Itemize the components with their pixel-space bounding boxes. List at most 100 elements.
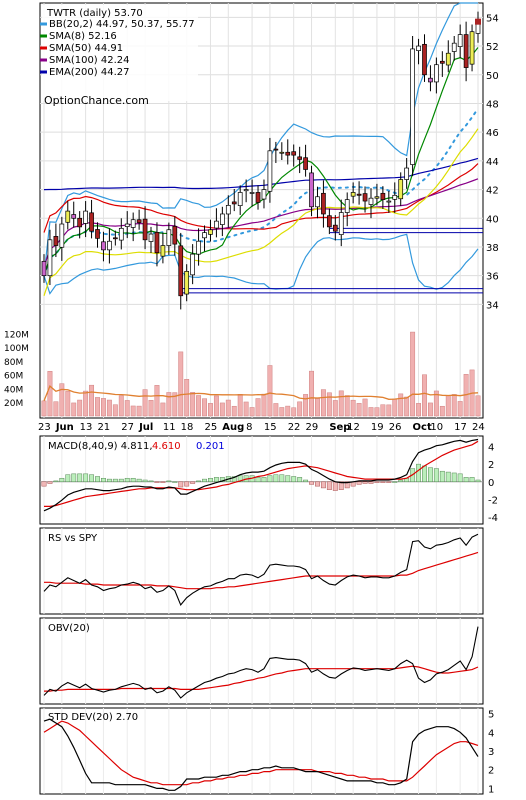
candle-body xyxy=(321,192,326,215)
candle-body xyxy=(285,151,291,156)
volume-bar xyxy=(160,402,166,417)
macd-tick-label: 2 xyxy=(488,460,494,471)
candle-body xyxy=(362,193,368,202)
macd-histogram-bar xyxy=(130,477,136,483)
volume-tick-label: 20M xyxy=(4,399,23,409)
volume-bar xyxy=(297,401,303,417)
candle-body xyxy=(178,245,184,297)
macd-histogram-bar xyxy=(451,472,457,483)
volume-bar xyxy=(344,395,350,417)
candle-body xyxy=(404,167,410,180)
volume-bar xyxy=(190,392,196,417)
volume-bar xyxy=(243,401,249,417)
candle-body xyxy=(208,229,213,235)
candle-body xyxy=(65,210,71,223)
time-tick-label: 15 xyxy=(264,422,277,433)
candle-body xyxy=(392,194,398,200)
macd-histogram-bar xyxy=(398,479,404,483)
volume-bar xyxy=(59,383,65,417)
macd-legend-value2: 0.201 xyxy=(196,441,225,452)
std-tick-label: 1 xyxy=(488,784,494,795)
price-tick-label: 40 xyxy=(486,214,499,225)
volume-bar xyxy=(172,392,178,417)
candle-body xyxy=(225,205,231,215)
candle-body xyxy=(380,192,386,200)
volume-bar xyxy=(410,331,416,417)
std-line xyxy=(43,718,479,791)
volume-bar xyxy=(273,403,279,417)
macd-histogram-bar xyxy=(380,481,386,483)
macd-histogram-bar xyxy=(160,481,166,483)
macd-tick-label: 4 xyxy=(488,443,494,454)
volume-bar xyxy=(320,389,326,417)
candle-body xyxy=(410,48,415,165)
candle-body xyxy=(249,192,255,194)
bb-lower-line xyxy=(43,233,479,295)
volume-bar xyxy=(53,401,59,417)
rs-panel xyxy=(39,527,484,615)
watermark: OptionChance.com xyxy=(44,94,149,107)
macd-histogram-bar xyxy=(101,477,106,483)
macd-histogram-bar xyxy=(445,471,451,483)
macd-histogram-bar xyxy=(178,481,184,488)
macd-histogram-bar xyxy=(374,481,380,483)
macd-histogram-bar xyxy=(422,465,427,483)
legend-label-sma8: SMA(8) 52.16 xyxy=(49,31,117,42)
macd-legend-label: MACD(8,40,9) 4.811, xyxy=(48,441,153,452)
volume-bar xyxy=(95,397,100,417)
candle-body xyxy=(231,201,237,205)
sma8-line xyxy=(43,47,479,276)
candle-body xyxy=(118,227,124,241)
volume-bar xyxy=(196,395,202,417)
macd-histogram-bar xyxy=(273,474,279,483)
macd-histogram-bar xyxy=(136,478,142,483)
candle-body xyxy=(261,189,267,200)
time-tick-label: 22 xyxy=(288,422,301,433)
candle-body xyxy=(368,197,374,205)
macd-histogram-bar xyxy=(184,481,190,487)
macd-tick-label: -2 xyxy=(488,495,498,506)
macd-histogram-bar xyxy=(427,467,433,483)
time-tick-label: 19 xyxy=(371,422,384,433)
candle-body xyxy=(422,43,427,76)
macd-histogram-bar xyxy=(106,478,112,483)
volume-bar xyxy=(255,398,261,417)
candle-body xyxy=(154,231,160,254)
volume-bar xyxy=(237,394,243,417)
macd-histogram-bar xyxy=(202,478,207,483)
price-tick-label: 52 xyxy=(486,42,499,53)
macd-tick-label: 0 xyxy=(488,478,494,489)
macd-histogram-bar xyxy=(196,480,202,483)
time-tick-label: 24 xyxy=(472,422,485,433)
candle-body xyxy=(434,64,439,83)
macd-histogram-bar xyxy=(148,480,154,483)
volume-bar xyxy=(356,403,362,417)
candle-body xyxy=(243,189,249,192)
macd-histogram-bar xyxy=(65,474,71,483)
time-tick-label: Oct xyxy=(413,422,432,433)
volume-bar xyxy=(279,407,285,417)
volume-bar xyxy=(166,392,172,417)
macd-histogram-bar xyxy=(172,481,178,483)
candle-body xyxy=(398,179,404,200)
candle-body xyxy=(101,241,106,251)
candle-body xyxy=(41,260,47,277)
time-tick-label: 13 xyxy=(80,422,93,433)
volume-bar xyxy=(47,371,53,417)
candle-body xyxy=(142,218,148,241)
candle-body xyxy=(130,219,136,228)
candle-body xyxy=(124,223,130,227)
time-tick-label: 12 xyxy=(347,422,360,433)
bb-upper-line xyxy=(43,2,478,276)
candle-body xyxy=(148,233,154,242)
volume-bar xyxy=(101,398,106,417)
macd-histogram-bar xyxy=(386,481,392,483)
candle-body xyxy=(374,196,380,199)
volume-bar xyxy=(219,402,225,417)
candle-body xyxy=(136,219,142,223)
candle-body xyxy=(255,192,261,203)
volume-bar xyxy=(309,370,314,417)
macd-histogram-bar xyxy=(208,477,213,483)
volume-bars xyxy=(41,331,481,417)
